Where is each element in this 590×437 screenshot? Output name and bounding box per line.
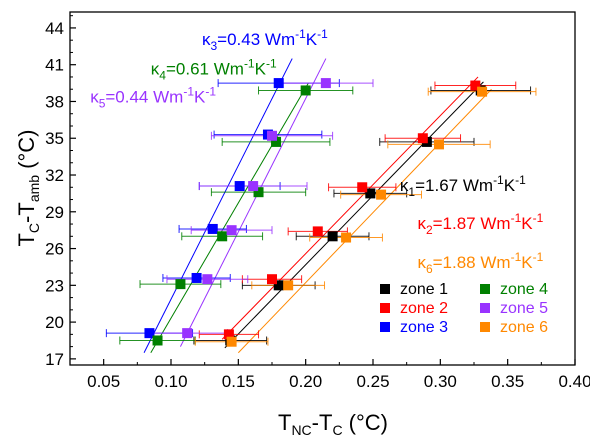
data-point — [267, 274, 277, 285]
data-point — [226, 225, 237, 236]
legend-label: zone 1 — [400, 281, 448, 298]
x-tick-label: 0.15 — [222, 372, 255, 391]
fit-line — [237, 88, 492, 354]
data-point — [217, 231, 228, 242]
y-tick-label: 17 — [45, 350, 64, 369]
data-point — [248, 181, 259, 192]
kappa-annotation-k4: κ4=0.61 Wm-1K-1 — [151, 57, 277, 83]
data-point — [327, 231, 338, 242]
y-tick-label: 26 — [45, 240, 64, 259]
legend-label: zone 2 — [400, 300, 448, 317]
x-tick-label: 0.30 — [424, 372, 457, 391]
kappa-annotation-k5: κ5=0.44 Wm-1K-1 — [90, 85, 216, 111]
y-tick-label: 32 — [45, 166, 64, 185]
legend-swatch — [380, 322, 390, 332]
data-point — [234, 181, 245, 192]
y-tick-label: 29 — [45, 203, 64, 222]
data-point — [273, 280, 284, 291]
x-axis: 0.05 0.10 0.15 0.20 0.25 0.30 0.35 0.40 — [69, 359, 590, 391]
y-axis-label: TC-Tamb (°C) — [14, 129, 42, 246]
legend-label: zone 4 — [500, 281, 548, 298]
legend-swatch — [380, 303, 390, 313]
fit-line — [224, 81, 484, 349]
annotations: κ3=0.43 Wm-1K-1 κ4=0.61 Wm-1K-1κ5=0.44 Wm… — [90, 27, 543, 276]
data-point — [152, 335, 163, 346]
x-tick-label: 0.25 — [356, 372, 389, 391]
y-tick-label: 20 — [45, 313, 64, 332]
data-point — [223, 329, 234, 340]
y-tick-label: 38 — [45, 92, 64, 111]
error-bars — [105, 79, 537, 346]
legend-swatch — [480, 303, 490, 313]
x-tick-label: 0.40 — [558, 372, 590, 391]
y-tick-label: 44 — [45, 19, 64, 38]
y-tick-label: 41 — [45, 56, 64, 75]
legend-swatch — [480, 284, 490, 294]
data-point — [283, 280, 294, 291]
data-point — [267, 130, 277, 141]
data-point — [226, 336, 237, 347]
fit-line — [179, 58, 327, 347]
data-points — [144, 78, 488, 347]
data-point — [191, 272, 202, 283]
data-point — [202, 274, 213, 285]
fit-lines — [143, 58, 492, 354]
data-point — [182, 328, 193, 339]
data-point — [144, 328, 155, 339]
kappa-annotation-k3: κ3=0.43 Wm-1K-1 — [202, 27, 328, 53]
x-tick-label: 0.05 — [87, 372, 120, 391]
x-tick-label: 0.35 — [491, 372, 524, 391]
data-point — [365, 188, 376, 199]
data-point — [376, 189, 387, 200]
data-point — [477, 86, 488, 97]
legend-label: zone 3 — [400, 319, 448, 336]
data-point — [417, 133, 428, 144]
plot-frame — [69, 11, 576, 366]
data-point — [320, 78, 331, 89]
data-point — [357, 182, 368, 193]
data-point — [175, 279, 186, 290]
data-point — [273, 78, 284, 89]
x-tick-label: 0.20 — [289, 372, 322, 391]
data-point — [433, 139, 444, 150]
data-point — [271, 136, 282, 147]
x-axis-label: TNC-TC (°C) — [278, 410, 388, 437]
fit-line — [143, 58, 293, 353]
data-point — [312, 226, 323, 237]
legend: zone 1 zone 2 zone 3 zone 4 zone 5 zone 6 — [380, 281, 548, 336]
y-axis: 17 20 23 26 29 32 35 38 41 44 — [45, 15, 76, 369]
y-tick-label: 23 — [45, 276, 64, 295]
legend-label: zone 5 — [500, 300, 548, 317]
legend-swatch — [480, 322, 490, 332]
data-point — [253, 187, 264, 198]
kappa-annotation-k2: κ2=1.87 Wm-1K-1 — [417, 211, 543, 237]
fit-line — [221, 76, 479, 340]
kappa-annotation-k1: κ1=1.67 Wm-1K-1 — [400, 173, 526, 199]
data-point — [300, 85, 311, 96]
fit-line — [150, 82, 309, 353]
legend-swatch — [380, 284, 390, 294]
data-point — [341, 232, 352, 243]
legend-label: zone 6 — [500, 319, 548, 336]
data-point — [207, 223, 218, 234]
kappa-annotation-k6: κ6=1.88 Wm-1K-1 — [417, 250, 543, 276]
data-point — [470, 80, 481, 91]
y-tick-label: 35 — [45, 129, 64, 148]
x-tick-label: 0.10 — [154, 372, 187, 391]
